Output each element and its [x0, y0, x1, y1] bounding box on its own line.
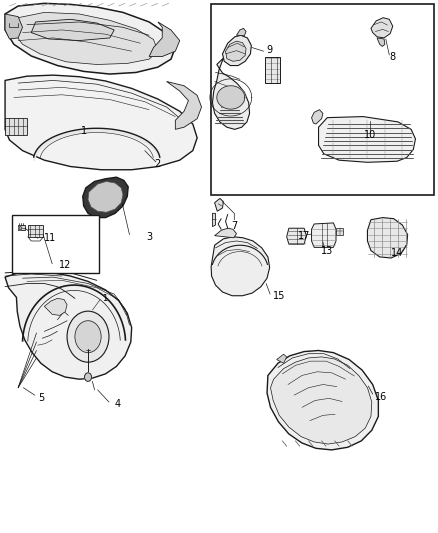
Polygon shape [226, 41, 246, 61]
Polygon shape [5, 3, 175, 74]
Polygon shape [311, 223, 336, 247]
Text: 10: 10 [364, 130, 376, 140]
Polygon shape [212, 213, 215, 227]
Polygon shape [5, 118, 27, 135]
Polygon shape [265, 56, 280, 83]
Polygon shape [5, 272, 132, 379]
Polygon shape [18, 225, 25, 230]
Polygon shape [277, 354, 287, 364]
Polygon shape [31, 19, 114, 41]
Polygon shape [371, 18, 393, 38]
FancyBboxPatch shape [211, 4, 434, 195]
Polygon shape [311, 110, 323, 124]
Circle shape [67, 311, 109, 362]
Polygon shape [215, 228, 237, 238]
Circle shape [75, 321, 101, 353]
Polygon shape [377, 38, 385, 46]
Polygon shape [5, 14, 22, 39]
Text: 8: 8 [390, 52, 396, 61]
Circle shape [85, 373, 92, 381]
Polygon shape [28, 225, 43, 237]
Text: 2: 2 [155, 159, 161, 169]
Text: 1: 1 [102, 294, 107, 303]
Polygon shape [166, 82, 201, 130]
Polygon shape [215, 198, 223, 211]
Polygon shape [267, 351, 378, 450]
Polygon shape [336, 228, 343, 235]
Text: 9: 9 [266, 45, 272, 54]
Polygon shape [223, 35, 251, 66]
Polygon shape [14, 12, 158, 64]
Polygon shape [88, 181, 123, 212]
Text: 5: 5 [38, 393, 44, 403]
Text: 16: 16 [375, 392, 388, 402]
Text: 11: 11 [44, 233, 56, 244]
Circle shape [19, 227, 21, 230]
Polygon shape [149, 22, 180, 56]
Polygon shape [44, 298, 67, 316]
Text: 12: 12 [59, 261, 71, 270]
Text: 14: 14 [391, 248, 403, 258]
Polygon shape [211, 237, 270, 296]
Polygon shape [318, 117, 416, 163]
Polygon shape [212, 58, 250, 130]
Polygon shape [83, 177, 128, 217]
Text: 15: 15 [273, 290, 286, 301]
Text: 13: 13 [321, 246, 333, 255]
Text: 7: 7 [231, 221, 237, 231]
FancyBboxPatch shape [12, 215, 99, 273]
Text: 4: 4 [115, 399, 121, 409]
Text: 3: 3 [146, 232, 152, 243]
Polygon shape [287, 228, 306, 244]
Polygon shape [5, 75, 197, 169]
Polygon shape [237, 28, 246, 36]
Text: 17: 17 [298, 231, 311, 241]
Polygon shape [367, 217, 408, 258]
Polygon shape [271, 357, 372, 444]
Text: 1: 1 [81, 126, 87, 136]
Polygon shape [217, 86, 245, 109]
